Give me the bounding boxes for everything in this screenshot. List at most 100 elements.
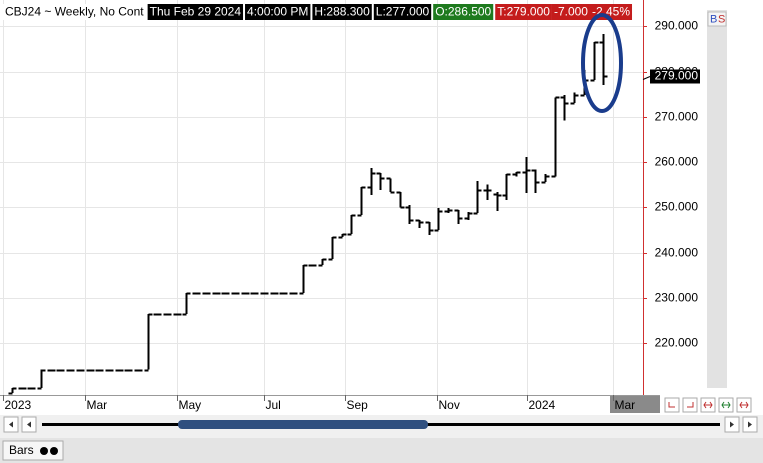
nav-icon (687, 402, 694, 408)
x-tick-label: Nov (439, 398, 460, 412)
ohlc-bar (328, 236, 337, 261)
ohlc-bar (260, 292, 269, 295)
ohlc-bar (202, 292, 211, 295)
chart-title: CBJ24 ~ Weekly, No Cont (5, 5, 144, 19)
change-field: -7.000 (554, 5, 588, 19)
cursor-date-box (610, 396, 660, 413)
y-tick-label: 260.000 (655, 155, 699, 169)
ohlc-bar (367, 167, 376, 196)
bars-icon (50, 447, 58, 455)
ohlc-bar (47, 369, 56, 372)
ohlc-bar (37, 369, 46, 390)
ohlc-bar (231, 292, 240, 295)
last-price-label: 279.000 (655, 69, 699, 83)
ohlc-bar (590, 41, 599, 82)
header: CBJ24 ~ Weekly, No Cont Thu Feb 29 2024 4:… (3, 4, 633, 20)
ohlc-bar (192, 292, 201, 295)
ohlc-bar (182, 292, 191, 316)
nav-icon (703, 401, 713, 409)
ohlc-bar (134, 369, 143, 372)
ohlc-bar (531, 169, 540, 194)
ohlc-bar (95, 369, 104, 372)
info-field-box (147, 4, 244, 20)
ohlc-bar (289, 292, 298, 295)
ohlc-bar (8, 387, 17, 395)
bars-label: Bars (9, 443, 34, 457)
ohlc-bar (347, 214, 356, 236)
bars-icon (40, 447, 48, 455)
y-tick-label: 220.000 (655, 336, 699, 350)
ohlc-bar (599, 34, 608, 86)
y-tick-label: 250.000 (655, 200, 699, 214)
ohlc-bar (464, 211, 473, 220)
ohlc-bar (250, 292, 259, 295)
ohlc-bar (18, 387, 27, 390)
bars (8, 34, 608, 395)
ohlc-bar (163, 313, 172, 316)
side-strip (707, 10, 727, 388)
ohlc-bar (541, 174, 550, 184)
ohlc-bar (124, 369, 133, 372)
ohlc-bar (308, 264, 317, 267)
info-field: Thu Feb 29 2024 (150, 5, 242, 19)
ohlc-bar (502, 173, 511, 201)
x-axis-band (0, 395, 763, 415)
ohlc-bar (376, 172, 385, 191)
ohlc-bar (434, 208, 443, 232)
plot-background (0, 0, 763, 395)
change-field: T:279.000 (497, 5, 550, 19)
y-tick-label: 230.000 (655, 291, 699, 305)
ohlc-bar (212, 292, 221, 295)
info-field-box (312, 4, 372, 20)
x-tick-label: Mar (615, 398, 636, 412)
nav-button[interactable] (682, 397, 698, 413)
ohlc-bar (454, 209, 463, 224)
x-tick-label: 2024 (529, 398, 556, 412)
y-tick-label: 290.000 (655, 19, 699, 33)
nav-button[interactable] (664, 397, 680, 413)
info-field: 4:00:00 PM (247, 5, 308, 19)
ohlc-bar (299, 264, 308, 295)
info-field: L:277.000 (376, 5, 430, 19)
ohlc-bar (551, 96, 560, 178)
ohlc-bar (386, 177, 395, 194)
ohlc-bar (522, 157, 531, 194)
ohlc-bar (357, 186, 366, 217)
open-field: O:286.500 (435, 5, 491, 19)
grid (0, 0, 643, 395)
b-icon: B (710, 13, 717, 25)
nav-icon (668, 402, 675, 408)
ohlc-bar (493, 191, 502, 211)
ohlc-bar (56, 369, 65, 372)
s-icon: S (718, 13, 725, 25)
x-tick-label: Sep (347, 398, 369, 412)
open-field-box (433, 4, 494, 20)
x-tick-label: 2023 (5, 398, 32, 412)
x-tick-label: Jul (266, 398, 281, 412)
toolbar (0, 438, 763, 463)
bs-button[interactable] (707, 11, 727, 27)
y-tick-label: 240.000 (655, 246, 699, 260)
ohlc-bar (153, 313, 162, 316)
ohlc-bar (473, 181, 482, 215)
ohlc-bar (425, 221, 434, 235)
ohlc-bar (115, 369, 124, 372)
ohlc-bar (338, 233, 347, 239)
ohlc-bar (270, 292, 279, 295)
ohlc-bar (318, 258, 327, 267)
y-tick-label: 270.000 (655, 110, 699, 124)
ohlc-bar (76, 369, 85, 372)
ohlc-bar (279, 292, 288, 295)
change-field-box (551, 4, 590, 20)
ohlc-bar (396, 191, 405, 209)
x-tick-label: May (179, 398, 202, 412)
info-field-box (373, 4, 432, 20)
nav-icon (721, 401, 731, 409)
bars-button[interactable] (2, 440, 64, 461)
ohlc-bar (27, 387, 36, 390)
ohlc-bar (483, 184, 492, 201)
scroll-thumb[interactable] (178, 420, 428, 429)
ohlc-bar (173, 313, 182, 316)
ohlc-bar (570, 92, 579, 105)
